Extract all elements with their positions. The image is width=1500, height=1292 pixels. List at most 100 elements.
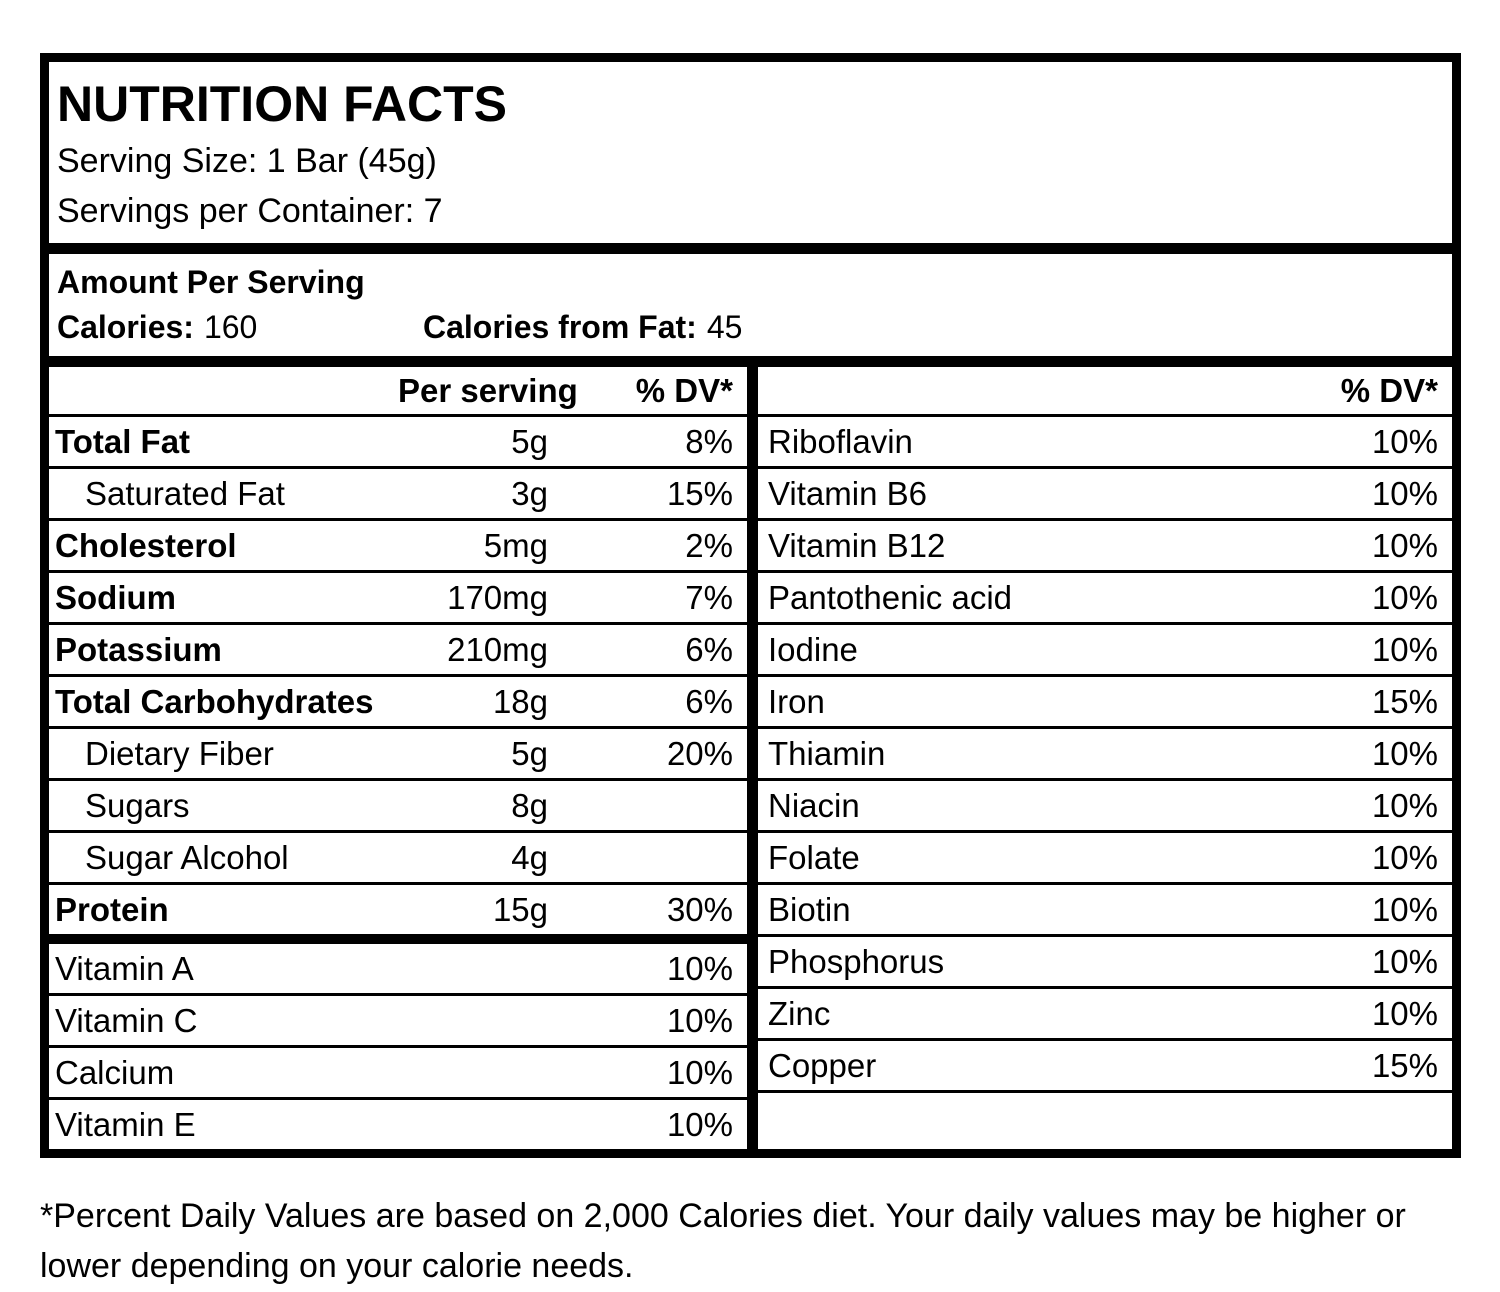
dv-value: 7% xyxy=(685,578,733,616)
nutrient-label: Riboflavin xyxy=(768,422,913,460)
table-row: Cholesterol 5mg 2% xyxy=(49,518,747,570)
page-title: NUTRITION FACTS xyxy=(57,76,507,132)
table-row: Sodium 170mg 7% xyxy=(49,570,747,622)
left-table-header: Per serving % DV* xyxy=(49,367,747,414)
amount-value: 170mg xyxy=(447,578,548,616)
nutrient-label: Folate xyxy=(768,838,860,876)
table-row: Niacin 10% xyxy=(758,778,1452,830)
dv-value: 15% xyxy=(1371,1046,1438,1084)
label-header-section: NUTRITION FACTS Serving Size: 1 Bar (45g… xyxy=(49,62,1452,243)
table-row: Dietary Fiber 5g 20% xyxy=(49,726,747,778)
table-row: Vitamin C 10% xyxy=(49,993,747,1045)
table-row: Folate 10% xyxy=(758,830,1452,882)
vertical-divider xyxy=(747,367,758,1150)
dv-column-header: % DV* xyxy=(1340,371,1438,409)
nutrient-label: Pantothenic acid xyxy=(768,578,1013,616)
dv-column-header: % DV* xyxy=(635,371,733,409)
amount-value: 3g xyxy=(511,474,548,512)
dv-value: 10% xyxy=(1371,526,1438,564)
nutrient-label: Sodium xyxy=(55,578,176,616)
table-row: Iodine 10% xyxy=(758,622,1452,674)
calories-from-fat: Calories from Fat: 45 xyxy=(423,307,742,347)
dv-value: 15% xyxy=(666,474,733,512)
table-row: Vitamin B12 10% xyxy=(758,518,1452,570)
nutrient-label: Sugar Alcohol xyxy=(85,838,289,876)
section-divider xyxy=(49,356,1452,368)
dv-value: 2% xyxy=(685,526,733,564)
table-row: Total Carbohydrates 18g 6% xyxy=(49,674,747,726)
nutrient-label: Cholesterol xyxy=(55,526,237,564)
dv-value: 10% xyxy=(1371,734,1438,772)
nutrient-label: Total Fat xyxy=(55,422,191,460)
per-serving-column-header: Per serving xyxy=(398,371,578,409)
amount-value: 15g xyxy=(492,890,548,928)
table-row: Riboflavin 10% xyxy=(758,414,1452,466)
nutrient-label: Zinc xyxy=(768,994,831,1032)
amount-per-serving-section: Amount Per Serving Calories: 160 Calories… xyxy=(49,254,1452,356)
dv-value: 10% xyxy=(1371,474,1438,512)
table-row: Copper 15% xyxy=(758,1038,1452,1090)
nutrient-label: Vitamin A xyxy=(55,949,194,987)
dv-value: 10% xyxy=(1371,630,1438,668)
dv-value: 10% xyxy=(1371,994,1438,1032)
nutrient-label: Iron xyxy=(768,682,825,720)
right-table: % DV* Riboflavin 10% Vitamin B6 10% Vitamin … xyxy=(758,367,1452,1149)
calories-from-fat-value: 45 xyxy=(706,309,743,346)
table-row: Saturated Fat 3g 15% xyxy=(49,466,747,518)
nutrient-label: Vitamin B6 xyxy=(768,474,927,512)
amount-value: 8g xyxy=(511,786,548,824)
amount-value: 5g xyxy=(511,734,548,772)
nutrient-label: Iodine xyxy=(768,630,858,668)
dv-value: 10% xyxy=(1371,942,1438,980)
nutrient-label: Potassium xyxy=(55,630,222,668)
table-row: Sugars 8g xyxy=(49,778,747,830)
table-row: Thiamin 10% xyxy=(758,726,1452,778)
amount-value: 5mg xyxy=(483,526,548,564)
nutrient-label: Total Carbohydrates xyxy=(55,682,374,720)
left-table: Per serving % DV* Total Fat 5g 8% Saturated… xyxy=(49,367,747,1149)
dv-value: 10% xyxy=(1371,422,1438,460)
dv-value: 10% xyxy=(1371,838,1438,876)
table-row: Iron 15% xyxy=(758,674,1452,726)
nutrient-label: Vitamin E xyxy=(55,1105,196,1143)
table-row: Phosphorus 10% xyxy=(758,934,1452,986)
nutrient-label: Phosphorus xyxy=(768,942,945,980)
dv-value: 10% xyxy=(666,1001,733,1039)
dv-value: 10% xyxy=(666,1053,733,1091)
nutrient-label: Protein xyxy=(55,890,169,928)
nutrition-label-box: NUTRITION FACTS Serving Size: 1 Bar (45g… xyxy=(40,53,1461,1159)
table-row: Zinc 10% xyxy=(758,986,1452,1038)
serving-size: Serving Size: 1 Bar (45g) xyxy=(57,141,437,180)
amount-value: 18g xyxy=(492,682,548,720)
dv-value: 15% xyxy=(1371,682,1438,720)
dv-value: 6% xyxy=(685,630,733,668)
nutrient-label: Vitamin B12 xyxy=(768,526,946,564)
dv-value: 10% xyxy=(1371,890,1438,928)
nutrient-label: Sugars xyxy=(85,786,190,824)
table-row: Potassium 210mg 6% xyxy=(49,622,747,674)
dv-value: 8% xyxy=(685,422,733,460)
table-row: Vitamin A 10% xyxy=(49,934,747,993)
dv-value: 30% xyxy=(666,890,733,928)
amount-per-serving-heading: Amount Per Serving xyxy=(57,264,365,301)
section-divider xyxy=(49,243,1452,255)
dv-value: 10% xyxy=(1371,786,1438,824)
calories-from-fat-label: Calories from Fat: xyxy=(423,309,697,346)
table-row: Protein 15g 30% xyxy=(49,882,747,934)
dv-value: 10% xyxy=(666,1105,733,1143)
table-row: Pantothenic acid 10% xyxy=(758,570,1452,622)
footnote: *Percent Daily Values are based on 2,000… xyxy=(40,1197,1406,1285)
calories-label: Calories: xyxy=(57,309,194,346)
dv-value: 20% xyxy=(666,734,733,772)
nutrient-label: Dietary Fiber xyxy=(85,734,274,772)
nutrient-label: Biotin xyxy=(768,890,851,928)
table-row: Calcium 10% xyxy=(49,1045,747,1097)
table-row: Biotin 10% xyxy=(758,882,1452,934)
calories-value: 160 xyxy=(203,309,258,346)
right-table-header: % DV* xyxy=(758,367,1452,414)
amount-value: 4g xyxy=(511,838,548,876)
amount-value: 210mg xyxy=(447,630,548,668)
amount-value: 5g xyxy=(511,422,548,460)
nutrient-tables: Per serving % DV* Total Fat 5g 8% Saturated… xyxy=(49,367,1452,1150)
table-row: Vitamin E 10% xyxy=(49,1097,747,1149)
